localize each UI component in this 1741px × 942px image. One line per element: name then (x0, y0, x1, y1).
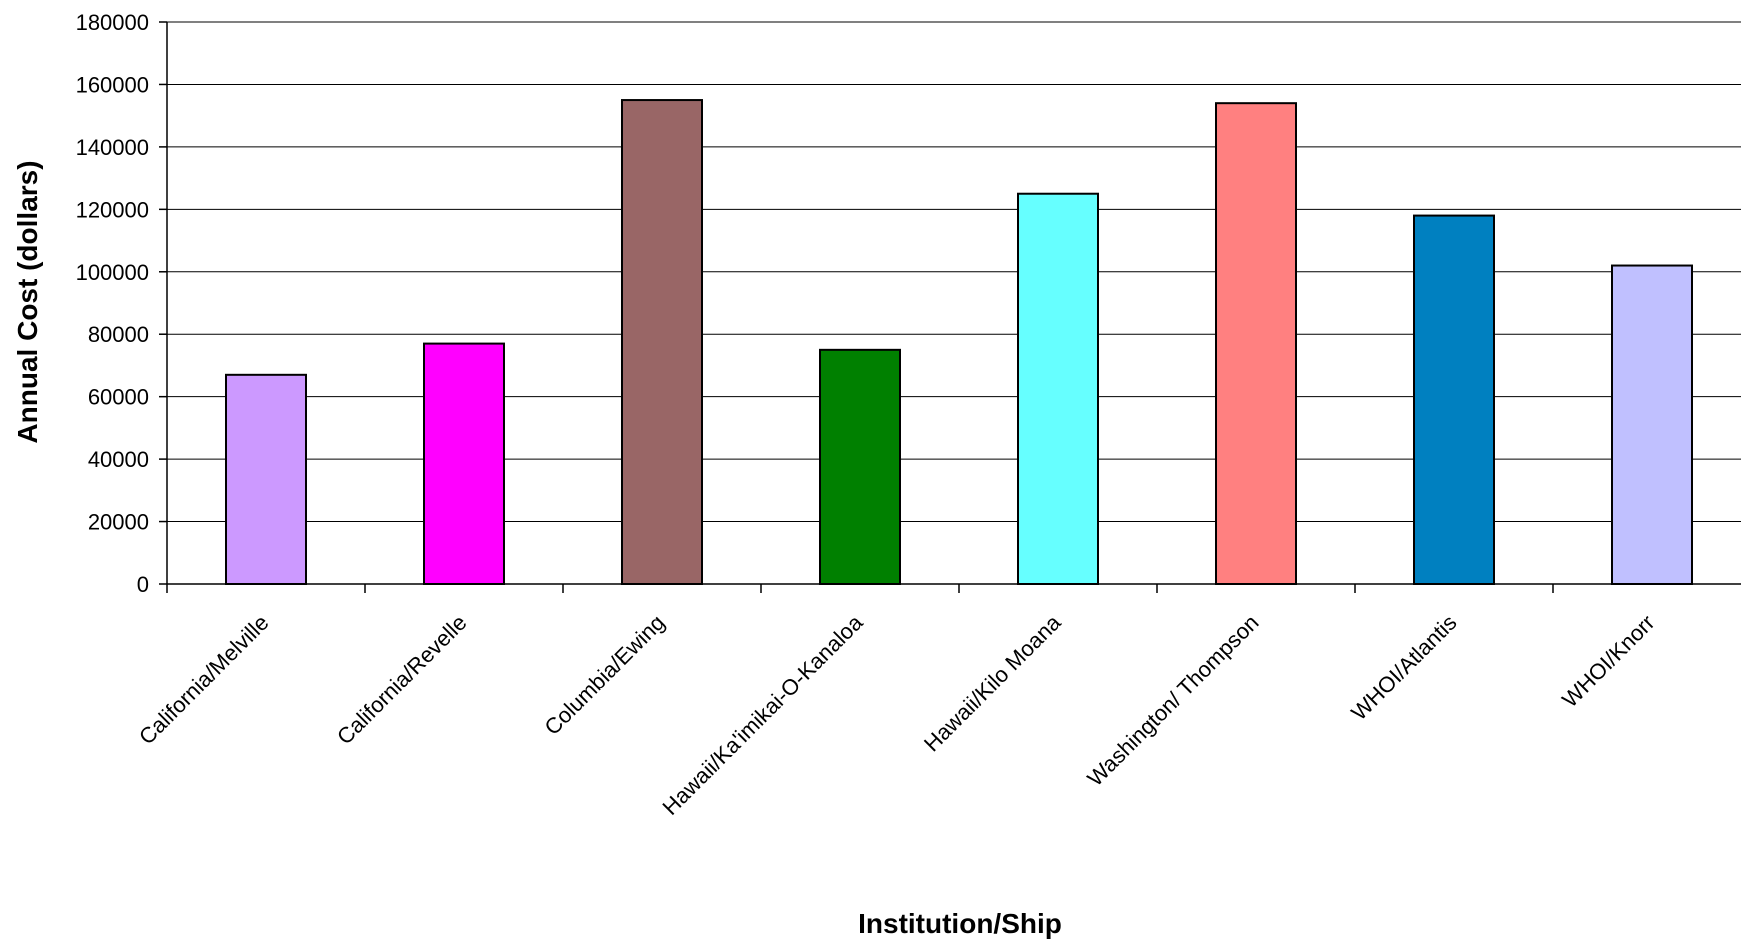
y-tick-label: 80000 (88, 322, 149, 347)
y-tick-label: 20000 (88, 510, 149, 535)
x-tick-labels: California/Melville California/Revelle Col… (134, 609, 1660, 820)
y-tick-label: 120000 (76, 197, 149, 222)
y-tick-labels: 0 20000 40000 60000 80000 100000 120000 140000 1… (76, 10, 149, 597)
bars (225, 99, 1693, 586)
axes (159, 21, 1741, 593)
bar (1611, 264, 1693, 585)
bar (1017, 192, 1099, 585)
y-tick-label: 60000 (88, 385, 149, 410)
y-tick-label: 40000 (88, 447, 149, 472)
bar (1215, 102, 1297, 586)
x-axis-title: Institution/Ship (858, 908, 1062, 939)
y-tick-label: 160000 (76, 72, 149, 97)
y-tick-label: 0 (137, 572, 149, 597)
y-tick-label: 140000 (76, 135, 149, 160)
x-tick-label: WHOI/Knorr (1557, 610, 1659, 712)
x-tick-label: Hawaii/Ka'imikai-O-Kanaloa (658, 609, 869, 820)
bar (225, 373, 307, 585)
gridlines (167, 21, 1741, 523)
x-tick-label: California/Revelle (332, 610, 472, 750)
bar (423, 342, 505, 586)
x-tick-label: Columbia/Ewing (539, 610, 669, 740)
y-axis-title: Annual Cost (dollars) (12, 160, 43, 443)
bar (1413, 214, 1495, 585)
y-tick-label: 100000 (76, 260, 149, 285)
x-tick-label: Hawaii/Kilo Moana (919, 609, 1066, 756)
x-tick-label: WHOI/Atlantis (1346, 610, 1461, 725)
x-tick-label: Washington/ Thompson (1082, 610, 1263, 791)
x-tick-label: California/Melville (134, 610, 274, 750)
bar (819, 348, 901, 586)
bar (621, 99, 703, 586)
y-tick-label: 180000 (76, 10, 149, 35)
